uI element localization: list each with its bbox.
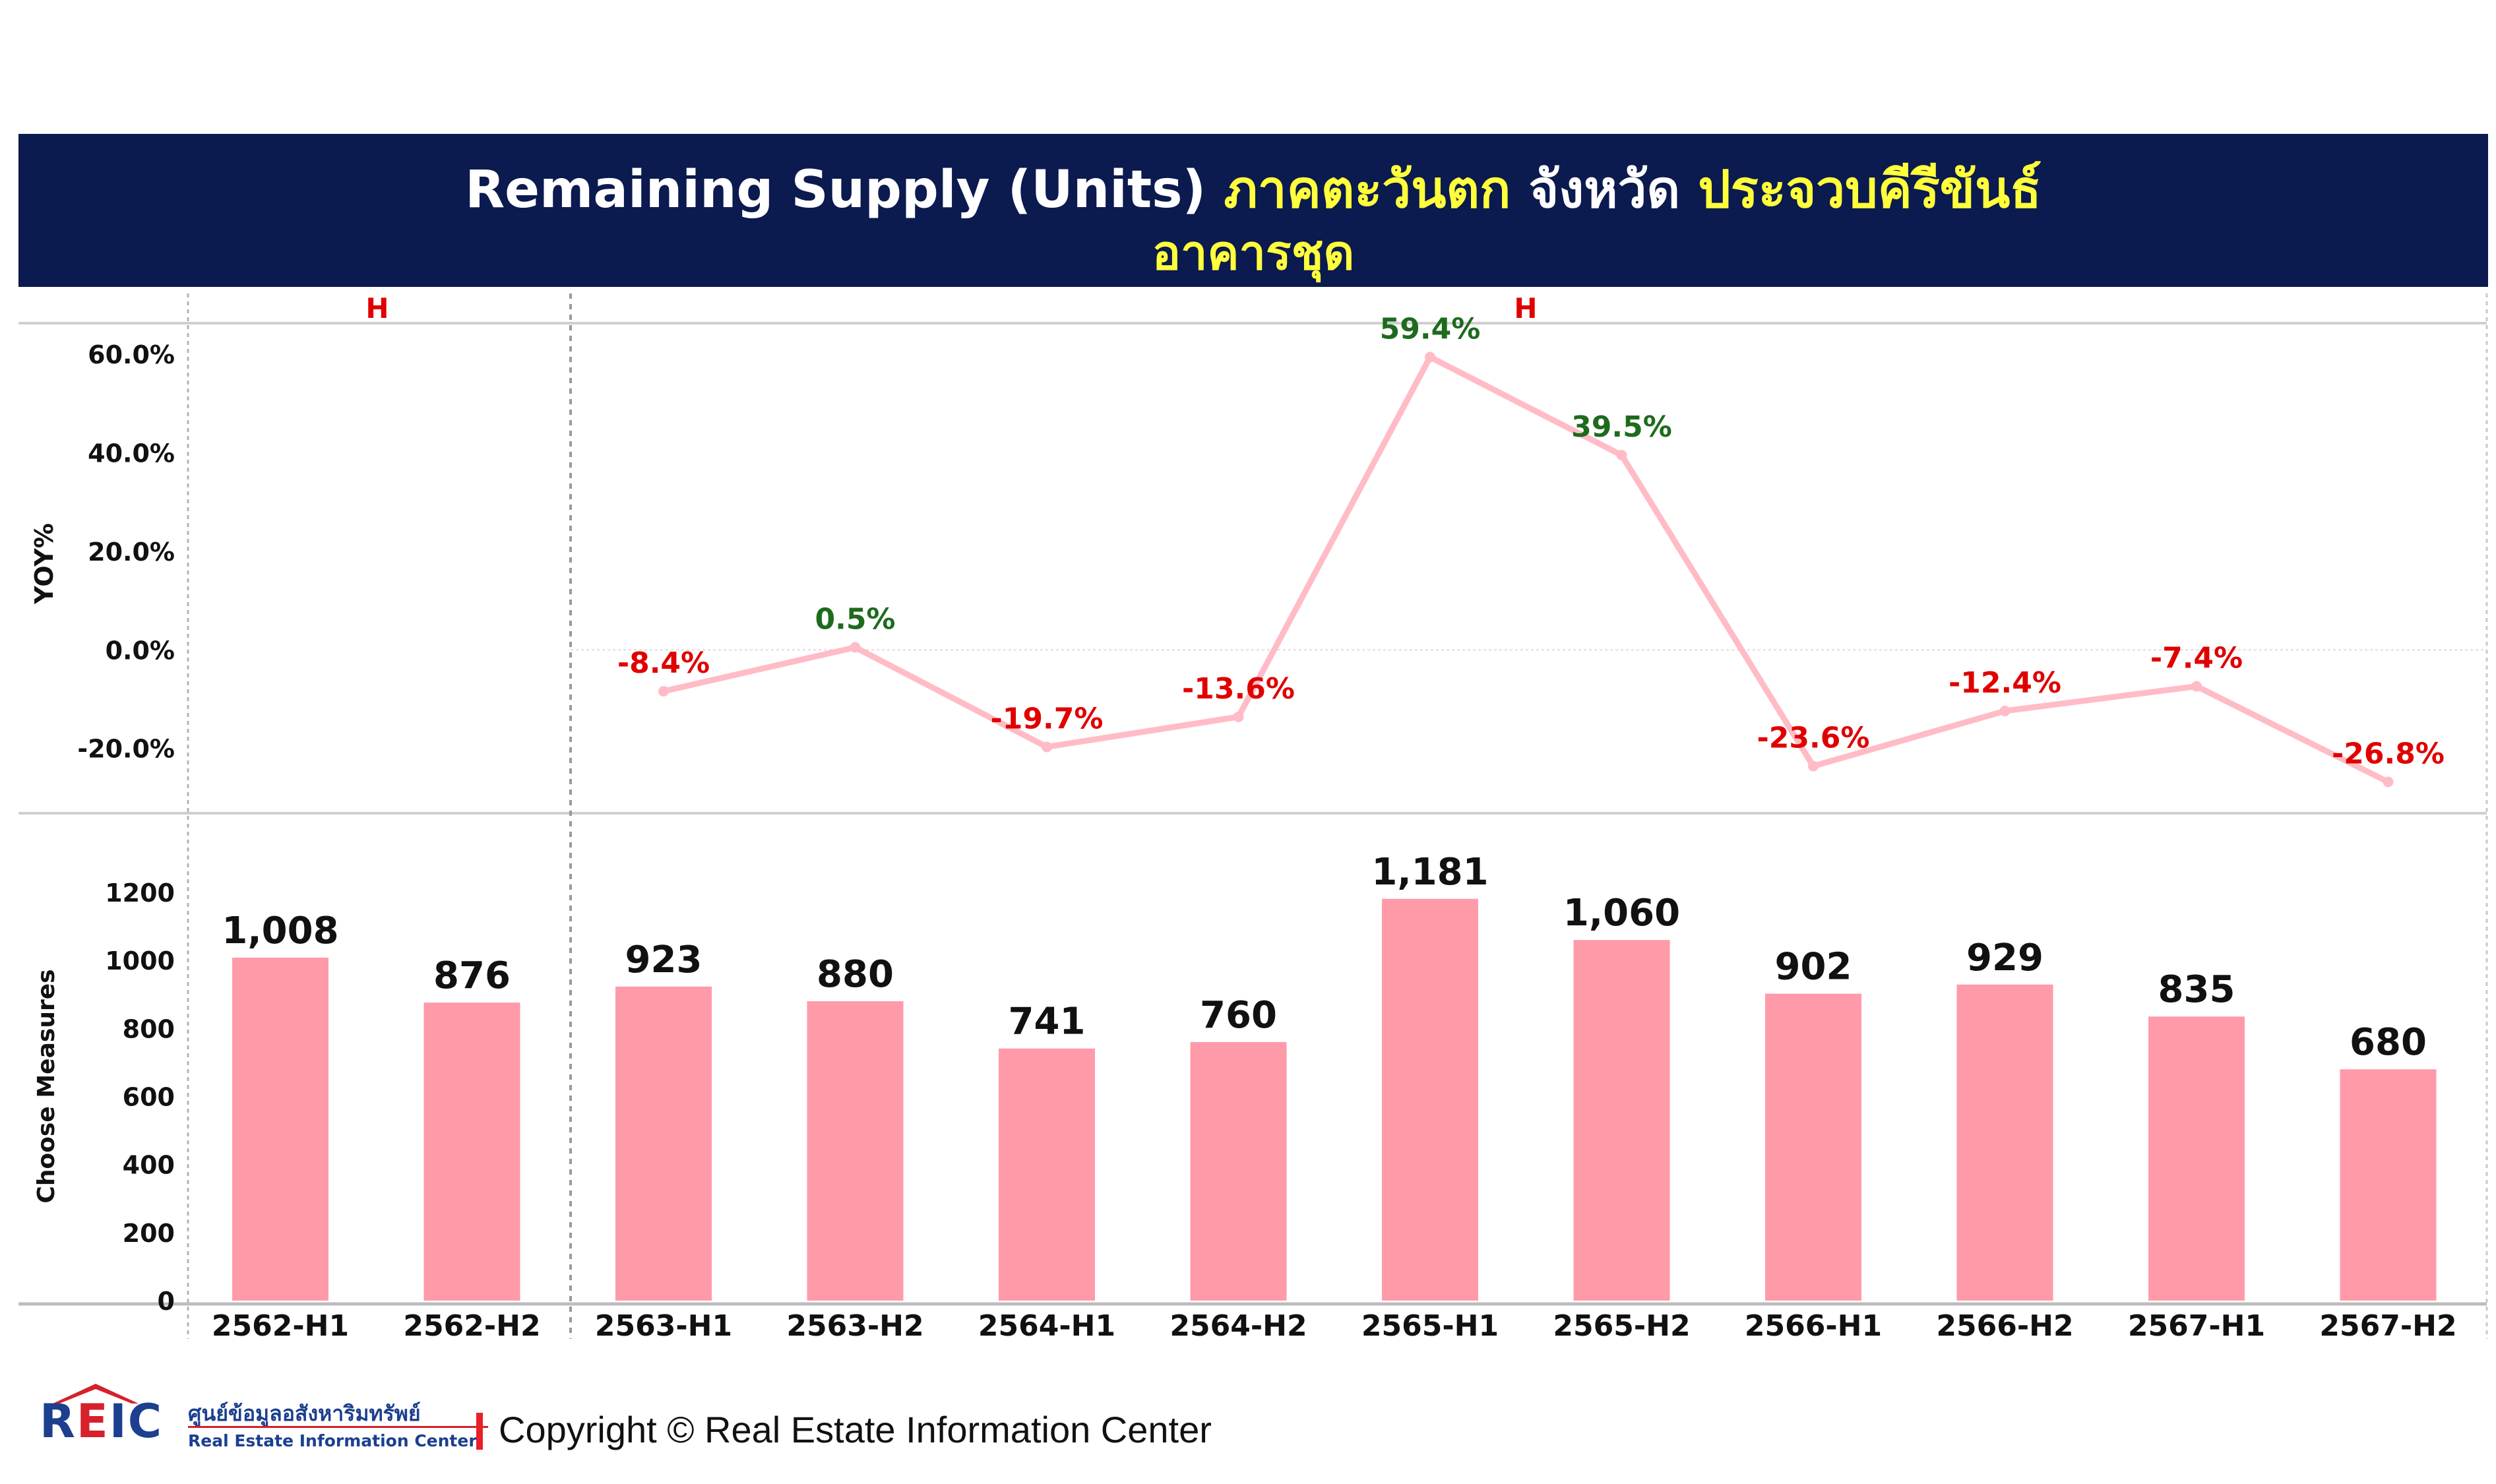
bar-value-label: 760 — [1200, 994, 1277, 1037]
yoy-tick-label: 60.0% — [88, 340, 175, 369]
yoy-point — [1042, 741, 1052, 753]
logo-english-name: Real Estate Information Center — [188, 1431, 477, 1450]
bar — [615, 986, 712, 1301]
bar-tick-label: 800 — [123, 1014, 175, 1043]
bar — [1190, 1041, 1287, 1301]
bar-tick-label: 400 — [123, 1151, 175, 1180]
yoy-point — [2191, 681, 2202, 692]
bar-tick-label: 1200 — [105, 879, 175, 908]
section-marker-left: H — [365, 292, 389, 325]
yoy-data-label: 39.5% — [1571, 410, 1672, 444]
yoy-data-label: -13.6% — [1182, 672, 1295, 706]
bar-value-label: 835 — [2158, 968, 2235, 1011]
yoy-point — [1999, 705, 2011, 716]
bar-tick-label: 200 — [123, 1219, 175, 1248]
x-tick-label: 2566-H2 — [1936, 1309, 2073, 1343]
bar — [807, 1001, 904, 1301]
bar-value-label: 1,060 — [1563, 892, 1680, 935]
yoy-point — [2383, 776, 2394, 788]
yoy-point — [1425, 352, 1435, 363]
chart-title-banner: Remaining Supply (Units) ภาคตะวันตก จังห… — [18, 134, 2488, 287]
logo-mark: REIC — [40, 1394, 164, 1448]
bar-value-label: 923 — [625, 939, 702, 981]
yoy-point — [1233, 711, 1244, 722]
yoy-data-label: 59.4% — [1380, 312, 1481, 346]
bar-tick-label: 1000 — [105, 946, 175, 975]
copyright-text: Copyright © Real Estate Information Cent… — [499, 1409, 1212, 1450]
title-province-label: จังหวัด — [1511, 160, 1699, 220]
x-tick-label: 2564-H1 — [978, 1309, 1115, 1343]
bar-value-label: 929 — [1966, 937, 2044, 979]
yoy-tick-label: -20.0% — [77, 735, 175, 764]
yoy-tick-label: 0.0% — [106, 636, 175, 665]
title-main: Remaining Supply (Units) — [465, 160, 1224, 220]
x-tick-label: 2562-H2 — [403, 1309, 540, 1343]
x-tick-label: 2565-H1 — [1361, 1309, 1499, 1343]
bar — [999, 1048, 1095, 1301]
x-tick-label: 2563-H1 — [595, 1309, 732, 1343]
yoy-point — [1616, 450, 1627, 461]
bar-value-label: 902 — [1775, 946, 1852, 989]
x-tick-label: 2565-H2 — [1553, 1309, 1690, 1343]
logo-thai-name: ศูนย์ข้อมูลอสังหาริมทรัพย์ — [188, 1401, 421, 1426]
bar-value-label: 876 — [433, 954, 511, 997]
bar — [232, 958, 328, 1301]
yoy-series-line — [660, 354, 2391, 786]
yoy-point — [1808, 760, 1819, 772]
x-tick-label: 2567-H1 — [2128, 1309, 2265, 1343]
logo-divider — [188, 1426, 488, 1428]
bar-tick-label: 0 — [158, 1287, 175, 1316]
reic-logo: REIC ศูนย์ข้อมูลอสังหาริมทรัพย์ Real Est… — [40, 1384, 488, 1463]
bar — [1573, 940, 1670, 1301]
copyright-accent-bar — [476, 1413, 483, 1450]
combo-chart: H H 60.0% 40.0% 20.0% 0.0% -20.0% YOY% -8.4% 0.5%… — [18, 292, 2488, 1343]
bar — [1382, 898, 1478, 1301]
bar — [1956, 984, 2053, 1301]
bar-value-label: 680 — [2350, 1021, 2427, 1064]
logo-roof-icon — [53, 1384, 139, 1404]
bar — [2340, 1069, 2437, 1301]
bar-value-label: 1,181 — [1371, 851, 1488, 894]
yoy-data-label: -23.6% — [1757, 722, 1870, 755]
yoy-axis-label: YOY% — [30, 523, 59, 605]
chart-title-line-1: Remaining Supply (Units) ภาคตะวันตก จังห… — [18, 148, 2488, 230]
bar — [2148, 1016, 2245, 1301]
yoy-data-label: -8.4% — [617, 646, 710, 680]
x-tick-label: 2564-H2 — [1170, 1309, 1307, 1343]
bar — [1765, 993, 1861, 1301]
bar-tick-label: 600 — [123, 1082, 175, 1111]
title-province: ประจวบคีรีขันธ์ — [1698, 160, 2042, 220]
yoy-tick-label: 40.0% — [88, 439, 175, 468]
yoy-data-label: 0.5% — [815, 603, 895, 636]
bar-value-label: 1,008 — [222, 910, 338, 952]
bar-value-label: 880 — [817, 953, 894, 996]
yoy-point — [850, 642, 861, 653]
x-tick-label: 2562-H1 — [212, 1309, 349, 1343]
yoy-data-label: -26.8% — [2332, 737, 2445, 771]
title-region: ภาคตะวันตก — [1224, 160, 1511, 220]
x-tick-label: 2567-H2 — [2319, 1309, 2456, 1343]
bar — [423, 1003, 520, 1301]
yoy-data-label: -19.7% — [991, 702, 1104, 735]
x-tick-label: 2566-H1 — [1745, 1309, 1882, 1343]
section-marker-right: H — [1514, 292, 1537, 325]
bar-axis-label: Choose Measures — [33, 969, 60, 1203]
yoy-tick-label: 20.0% — [88, 538, 175, 567]
bar-value-label: 741 — [1009, 1001, 1086, 1043]
yoy-data-label: -7.4% — [2150, 642, 2243, 675]
x-tick-label: 2563-H2 — [786, 1309, 923, 1343]
yoy-point — [658, 686, 669, 697]
yoy-data-label: -12.4% — [1949, 666, 2061, 700]
title-property-type: อาคารชุด — [1152, 225, 1355, 280]
